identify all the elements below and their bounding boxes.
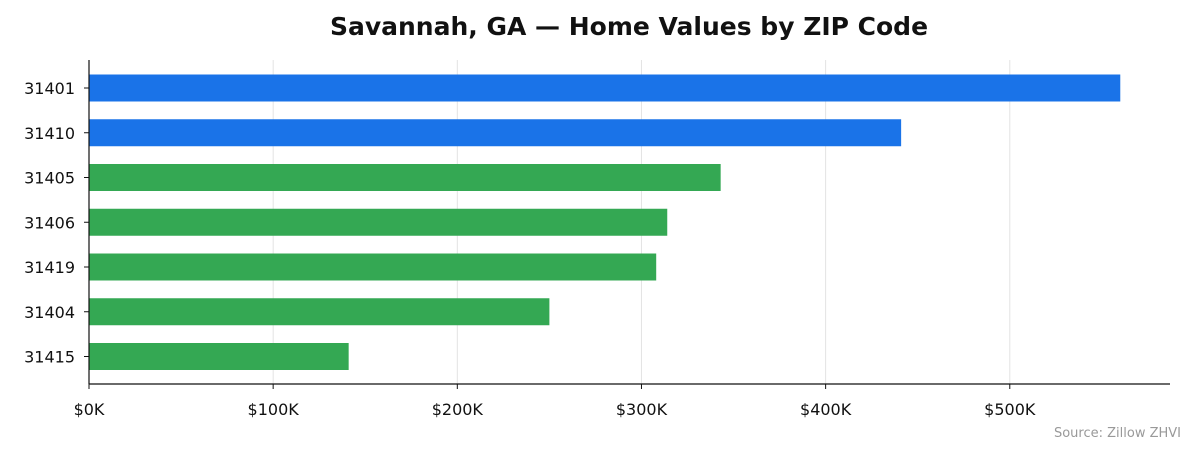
x-tick-label: $300K bbox=[616, 400, 668, 419]
y-tick-label: 31404 bbox=[24, 303, 75, 322]
x-tick-label: $200K bbox=[432, 400, 484, 419]
bar bbox=[89, 253, 657, 281]
bar bbox=[89, 164, 721, 191]
bar bbox=[89, 298, 550, 326]
y-tick-label: 31401 bbox=[24, 79, 75, 98]
source-note: Source: Zillow ZHVI bbox=[1054, 426, 1181, 441]
x-tick-label: $500K bbox=[984, 400, 1036, 419]
bar bbox=[89, 343, 349, 370]
bar bbox=[89, 208, 668, 236]
bar bbox=[89, 119, 902, 147]
y-tick-label: 31405 bbox=[24, 169, 75, 188]
bars bbox=[89, 74, 1121, 370]
x-ticks: $0K $100K $200K $300K $400K $500K bbox=[74, 384, 1036, 419]
y-ticks: 31401 31410 31405 31406 31419 31404 31415 bbox=[24, 79, 89, 367]
y-tick-label: 31415 bbox=[24, 348, 75, 367]
y-tick-label: 31410 bbox=[24, 124, 75, 143]
bar bbox=[89, 74, 1121, 102]
x-tick-label: $400K bbox=[800, 400, 852, 419]
x-tick-label: $100K bbox=[248, 400, 300, 419]
x-tick-label: $0K bbox=[74, 400, 105, 419]
chart-title: Savannah, GA — Home Values by ZIP Code bbox=[330, 12, 928, 41]
y-tick-label: 31406 bbox=[24, 213, 75, 232]
y-tick-label: 31419 bbox=[24, 258, 75, 277]
